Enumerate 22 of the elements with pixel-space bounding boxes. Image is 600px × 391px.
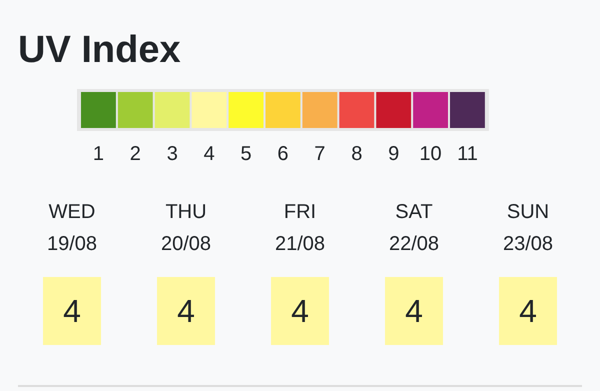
x-tick-label: WED 19/08 — [46, 201, 98, 255]
x-tick-label: SUN 23/08 — [502, 201, 554, 255]
data-label: 4 — [63, 293, 81, 329]
color-bar-label: 5 — [240, 143, 252, 165]
color-bar-label: 2 — [130, 143, 141, 165]
data-label: 4 — [405, 293, 423, 329]
x-tick-label: FRI 21/08 — [274, 201, 326, 255]
x-tick-label: SAT 22/08 — [388, 201, 440, 255]
color-bar-label: 1 — [92, 143, 104, 165]
color-bar-label: 10 — [419, 143, 442, 165]
data-label: 4 — [177, 293, 195, 329]
data-label: 4 — [519, 293, 537, 329]
color-bar-label: 6 — [277, 143, 289, 165]
color-bar-label: 9 — [388, 143, 400, 165]
color-bar-label: 7 — [314, 143, 326, 165]
color-bar-label: 8 — [351, 143, 362, 165]
data-label: 4 — [291, 293, 309, 329]
color-bar-label: 3 — [166, 143, 178, 165]
color-bar-label: 11 — [457, 143, 478, 165]
x-tick-label: THU 20/08 — [160, 201, 212, 255]
chart-title: UV Index — [18, 29, 181, 71]
color-bar-label: 4 — [204, 143, 215, 165]
